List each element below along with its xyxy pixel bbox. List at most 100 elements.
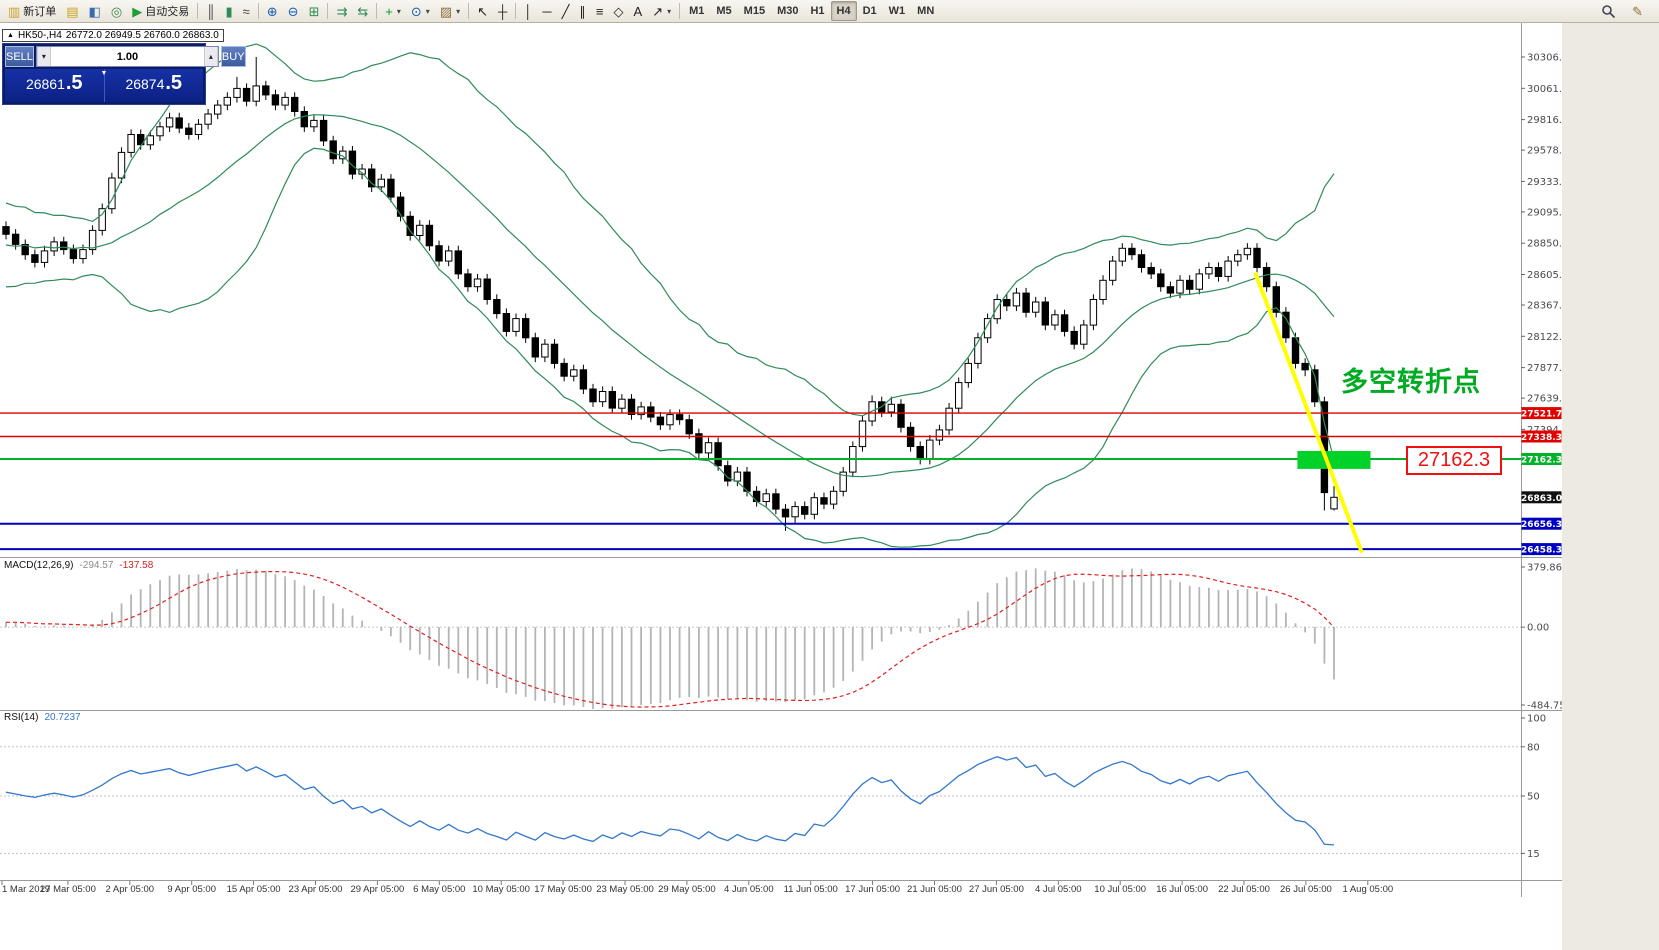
timeframe-w1-button-label: W1 [888,5,906,17]
svg-text:28367.0: 28367.0 [1527,301,1562,312]
candlestick-chart-button[interactable]: ▮ [220,1,237,21]
highlight-box[interactable] [1297,451,1371,469]
timeframe-mn-button[interactable]: MN [911,1,940,21]
arrows-button[interactable]: ↗ ▾ [647,1,676,21]
dropdown-caret-icon[interactable]: ▾ [396,6,401,16]
vertical-line-button[interactable]: │ [519,1,537,21]
chart-shift-icon: ⇆ [357,3,369,19]
toolbar-separator [257,3,259,19]
timeframe-d1-button[interactable]: D1 [857,1,883,21]
macd-signal-line [6,570,1335,708]
time-axis-ticks [1,881,1369,885]
price-axis[interactable]: 30306.0 30061.0 29816.0 29578.0 29333.0 29095… [1521,53,1562,860]
auto-scroll-button[interactable]: ⇉ [331,1,352,21]
macd-main-value: -294.57 [79,560,114,571]
edit-chart-button[interactable]: ✎ [1627,1,1648,21]
svg-text:100: 100 [1527,714,1546,725]
pencil-icon: ✎ [1632,3,1643,19]
timeframe-m30-button[interactable]: M30 [771,1,804,21]
svg-text:29095.0: 29095.0 [1527,207,1562,218]
svg-text:26458.3: 26458.3 [1521,546,1562,556]
timeframe-m5-button[interactable]: M5 [710,1,737,21]
dropdown-caret-icon[interactable]: ▾ [456,6,461,16]
svg-text:80: 80 [1527,742,1540,753]
new-order-icon: ▥ [8,3,21,19]
zoom-out-button[interactable]: ⊖ [283,1,304,21]
fibonacci-icon: ≡ [595,3,604,19]
buy-button[interactable]: BUY [220,46,246,67]
dropdown-caret-icon[interactable]: ▾ [667,6,672,16]
zoom-in-button[interactable]: ⊕ [262,1,283,21]
dropdown-caret-icon[interactable]: ▾ [425,6,430,16]
tile-windows-icon: ⊞ [308,3,320,19]
svg-text:15: 15 [1527,849,1540,860]
horizontal-lines[interactable] [0,412,1521,551]
search-button[interactable] [1596,1,1621,21]
svg-text:30306.0: 30306.0 [1527,53,1562,64]
timeframe-h4-button-label: H4 [836,5,851,17]
svg-text:26656.3: 26656.3 [1521,520,1562,530]
zoom-out-icon: ⊖ [287,3,299,19]
macd-indicator-label: MACD(12,26,9) -294.57 -137.58 [4,560,153,571]
price-divider: ▼ [101,69,107,102]
new-order-button[interactable]: ▥ 新订单 [3,1,61,21]
templates-button[interactable]: ▨ ▾ [435,1,465,21]
periods-button[interactable]: ⊙ ▾ [406,1,435,21]
chart-annotation-text[interactable]: 多空转折点 [1341,367,1481,397]
navigator-icon: ◎ [110,3,123,19]
market-watch-icon: ▤ [66,3,79,19]
data-window-button[interactable]: ◧ [84,1,106,21]
svg-text:28122.0: 28122.0 [1527,332,1562,343]
volume-input[interactable] [50,47,204,66]
tile-windows-button[interactable]: ⊞ [304,1,325,21]
buy-price[interactable]: 26874.5 [104,69,203,102]
timeframe-m1-button[interactable]: M1 [683,1,710,21]
trendline-button[interactable]: ╱ [557,1,575,21]
price-callout-box[interactable]: 27162.3 [1406,446,1502,475]
svg-text:27338.3: 27338.3 [1521,433,1562,443]
market-watch-button[interactable]: ▤ [61,1,83,21]
chart-canvas[interactable]: 30306.0 30061.0 29816.0 29578.0 29333.0 29095… [0,0,1562,950]
chart-window-tab[interactable]: ▲ HK50-,H4 26772.0 26949.5 26760.0 26863… [2,29,224,42]
timeframe-h1-button-label: H1 [810,5,825,17]
crosshair-icon: ┼ [498,3,508,19]
price-tags: 27521.7 27338.3 27162.3 26656.3 26458.3 26863… [1521,407,1562,556]
chart-symbol-timeframe: HK50-,H4 [17,30,62,41]
timeframe-m15-button[interactable]: M15 [738,1,771,21]
chart-ohlc-legend: 26772.0 26949.5 26760.0 26863.0 [65,30,219,41]
svg-text:-484.75: -484.75 [1527,701,1562,712]
auto-trading-button[interactable]: ▶ 自动交易 [127,1,194,21]
text-button[interactable]: A [629,1,648,21]
toolbar-separator [515,3,517,19]
shapes-button[interactable]: ◇ [609,1,629,21]
sell-button[interactable]: SELL [5,46,34,67]
fibonacci-button[interactable]: ≡ [591,1,609,21]
timeframe-w1-button[interactable]: W1 [883,1,912,21]
candlesticks [2,57,1338,531]
vertical-line-icon: │ [524,3,533,19]
volume-decrease-button[interactable]: ▾ [36,47,51,66]
zoom-in-icon: ⊕ [266,3,278,19]
horizontal-line-button[interactable]: ─ [537,1,556,21]
toolbar-separator [197,3,199,19]
search-icon [1602,4,1616,18]
text-icon: A [633,3,643,19]
bar-chart-button[interactable]: ║ [201,1,220,21]
indicators-button[interactable]: + ▾ [380,1,406,21]
sell-price[interactable]: 26861.5 [5,69,104,102]
chart-shift-button[interactable]: ⇆ [352,1,373,21]
crosshair-button[interactable]: ┼ [493,1,512,21]
candlestick-chart-icon: ▮ [225,3,233,19]
cursor-button[interactable]: ↖ [472,1,493,21]
volume-increase-button[interactable]: ▴ [203,47,218,66]
line-chart-button[interactable]: ≈ [238,1,255,21]
navigator-button[interactable]: ◎ [106,1,127,21]
svg-text:27394.0: 27394.0 [1527,425,1562,436]
timeframe-h4-button[interactable]: H4 [830,1,857,21]
timeframe-h1-button[interactable]: H1 [804,1,830,21]
timeframe-m1-button-label: M1 [689,5,705,17]
svg-text:27877.0: 27877.0 [1527,363,1562,374]
channel-button[interactable]: ∥ [574,1,591,21]
trend-line[interactable] [1253,271,1364,554]
svg-text:29578.0: 29578.0 [1527,146,1562,157]
